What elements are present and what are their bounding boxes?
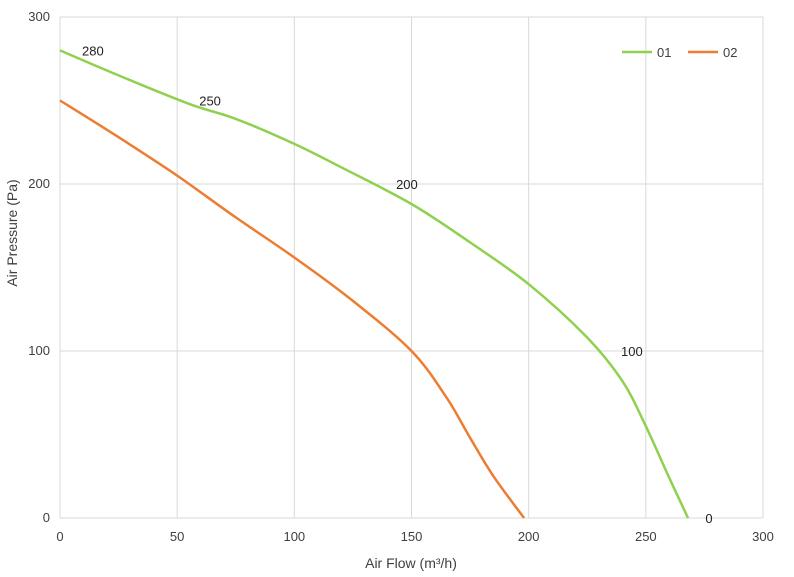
legend-label-02: 02 xyxy=(723,45,737,60)
y-tick-label: 200 xyxy=(28,176,50,191)
x-tick-label: 150 xyxy=(401,529,423,544)
y-tick-label: 300 xyxy=(28,9,50,24)
y-tick-label: 0 xyxy=(43,510,50,525)
point-label: 200 xyxy=(396,177,418,192)
series-lines xyxy=(59,49,690,519)
grid xyxy=(59,16,764,519)
point-label: 250 xyxy=(199,94,221,109)
series-line-02 xyxy=(59,99,526,519)
y-tick-label: 100 xyxy=(28,343,50,358)
x-axis-title: Air Flow (m³/h) xyxy=(365,555,457,571)
x-tick-label: 50 xyxy=(170,529,184,544)
y-axis-title: Air Pressure (Pa) xyxy=(4,179,20,286)
x-tick-label: 0 xyxy=(56,529,63,544)
legend: 01 02 xyxy=(622,45,737,60)
point-label: 0 xyxy=(705,511,712,526)
annotations: 280 250 200 100 0 xyxy=(82,43,713,526)
point-label: 280 xyxy=(82,43,104,58)
x-tick-label: 300 xyxy=(752,529,774,544)
series-line-01 xyxy=(59,49,690,519)
legend-label-01: 01 xyxy=(657,45,671,60)
x-tick-label: 250 xyxy=(635,529,657,544)
point-label: 100 xyxy=(621,344,643,359)
x-tick-label: 200 xyxy=(518,529,540,544)
x-tick-label: 100 xyxy=(283,529,305,544)
